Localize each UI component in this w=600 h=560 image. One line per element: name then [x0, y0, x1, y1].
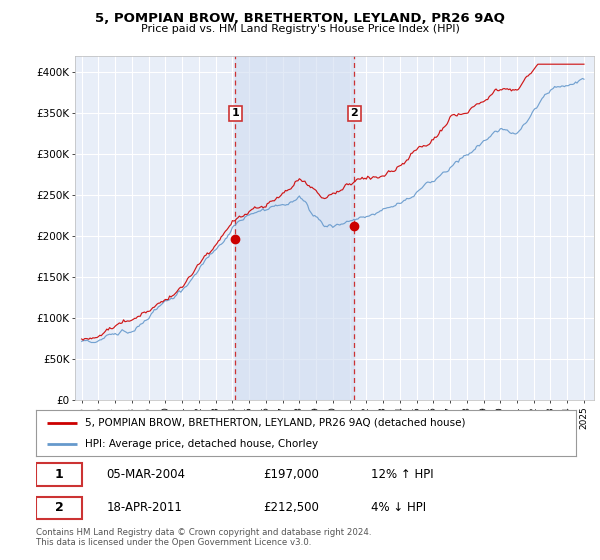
Text: 05-MAR-2004: 05-MAR-2004 [106, 468, 185, 481]
Bar [235, 56, 355, 400]
Text: HPI: Average price, detached house, Chorley: HPI: Average price, detached house, Chor… [85, 439, 318, 449]
Text: 5, POMPIAN BROW, BRETHERTON, LEYLAND, PR26 9AQ: 5, POMPIAN BROW, BRETHERTON, LEYLAND, PR… [95, 12, 505, 25]
Text: 1: 1 [232, 109, 239, 118]
FancyBboxPatch shape [36, 463, 82, 486]
Text: 2: 2 [55, 501, 64, 514]
Text: 12% ↑ HPI: 12% ↑ HPI [371, 468, 433, 481]
Text: 4% ↓ HPI: 4% ↓ HPI [371, 501, 426, 514]
Text: £212,500: £212,500 [263, 501, 319, 514]
Text: Price paid vs. HM Land Registry's House Price Index (HPI): Price paid vs. HM Land Registry's House … [140, 24, 460, 34]
Text: £197,000: £197,000 [263, 468, 319, 481]
Text: Contains HM Land Registry data © Crown copyright and database right 2024.
This d: Contains HM Land Registry data © Crown c… [36, 528, 371, 547]
FancyBboxPatch shape [36, 497, 82, 519]
Text: 5, POMPIAN BROW, BRETHERTON, LEYLAND, PR26 9AQ (detached house): 5, POMPIAN BROW, BRETHERTON, LEYLAND, PR… [85, 418, 465, 428]
Text: 18-APR-2011: 18-APR-2011 [106, 501, 182, 514]
Text: 1: 1 [55, 468, 64, 481]
Text: 2: 2 [350, 109, 358, 118]
